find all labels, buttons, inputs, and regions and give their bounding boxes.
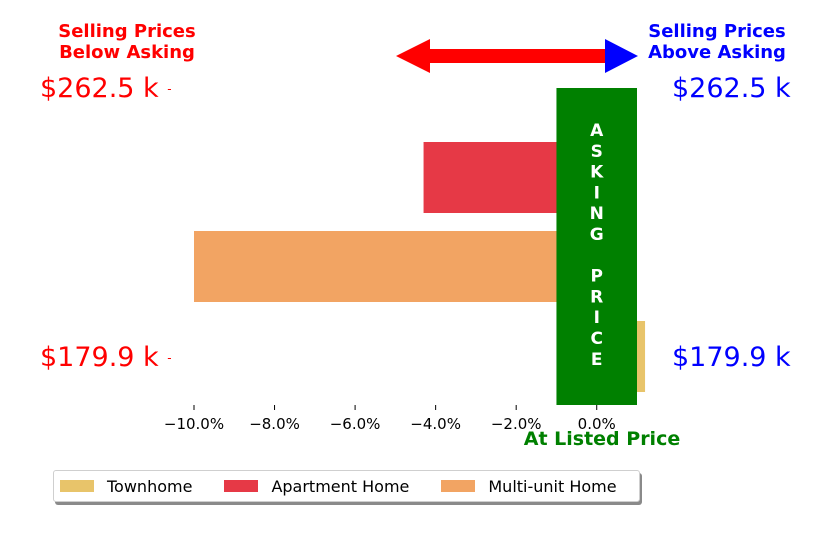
legend: Townhome Apartment Home Multi-unit Home: [53, 470, 640, 502]
price-top-left: $262.5 k -: [40, 74, 172, 104]
price-bottom-right-value: $179.9 k: [672, 342, 791, 373]
price-bottom-left: $179.9 k -: [40, 343, 172, 373]
above-asking-header-line1: Selling Prices: [648, 21, 786, 42]
legend-item-townhome: Townhome: [60, 477, 192, 496]
legend-swatch-apartment-home: [224, 480, 259, 492]
above-asking-header-line2: Above Asking: [648, 42, 786, 63]
legend-label-multi-unit-home: Multi-unit Home: [488, 476, 617, 496]
legend-label-apartment-home: Apartment Home: [271, 476, 410, 496]
asking-band-letter: A: [590, 121, 604, 141]
price-bottom-left-tick: -: [167, 351, 172, 365]
x-tick-label: −4.0%: [410, 415, 461, 433]
x-tick-label: −8.0%: [249, 415, 300, 433]
x-tick-label: −6.0%: [330, 415, 381, 433]
legend-swatch-multi-unit-home: [441, 480, 476, 492]
legend-label-townhome: Townhome: [107, 476, 193, 496]
direction-arrow-right-head: [605, 39, 638, 73]
asking-band-letter: I: [594, 183, 600, 203]
price-bottom-left-value: $179.9 k: [40, 342, 159, 373]
direction-arrow-left-head: [396, 39, 430, 73]
asking-band-letter: S: [591, 142, 603, 162]
price-top-right-value: $262.5 k: [672, 73, 791, 104]
x-tick-label: −10.0%: [164, 415, 224, 433]
asking-band-letter: C: [590, 329, 602, 349]
legend-swatch-townhome: [60, 480, 94, 492]
legend-item-apartment-home: Apartment Home: [224, 477, 409, 496]
asking-price-band: [556, 88, 637, 405]
at-listed-price-caption: At Listed Price: [524, 428, 680, 450]
asking-band-letter: K: [590, 163, 604, 183]
x-tick-label: −2.0%: [491, 415, 542, 433]
asking-band-letter: G: [590, 225, 604, 245]
below-asking-header-line1: Selling Prices: [58, 21, 196, 42]
asking-band-letter: R: [590, 287, 603, 307]
below-asking-header: Selling Prices Below Asking: [32, 21, 222, 63]
price-bottom-right: $179.9 k: [672, 343, 791, 373]
above-asking-header: Selling Prices Above Asking: [622, 21, 812, 63]
price-top-left-value: $262.5 k: [40, 73, 159, 104]
asking-band-letter: E: [591, 350, 603, 370]
price-top-left-tick: -: [167, 82, 172, 96]
legend-item-multi-unit-home: Multi-unit Home: [441, 476, 617, 496]
asking-band-letter: N: [590, 204, 604, 224]
x-tick-label: 0.0%: [578, 415, 616, 433]
direction-arrow-shaft: [428, 49, 608, 63]
bar-multi-unit-home: [194, 231, 597, 302]
asking-band-letter: I: [594, 308, 600, 328]
price-top-right: $262.5 k: [672, 74, 791, 104]
below-asking-header-line2: Below Asking: [59, 42, 195, 63]
asking-band-letter: P: [590, 267, 602, 287]
